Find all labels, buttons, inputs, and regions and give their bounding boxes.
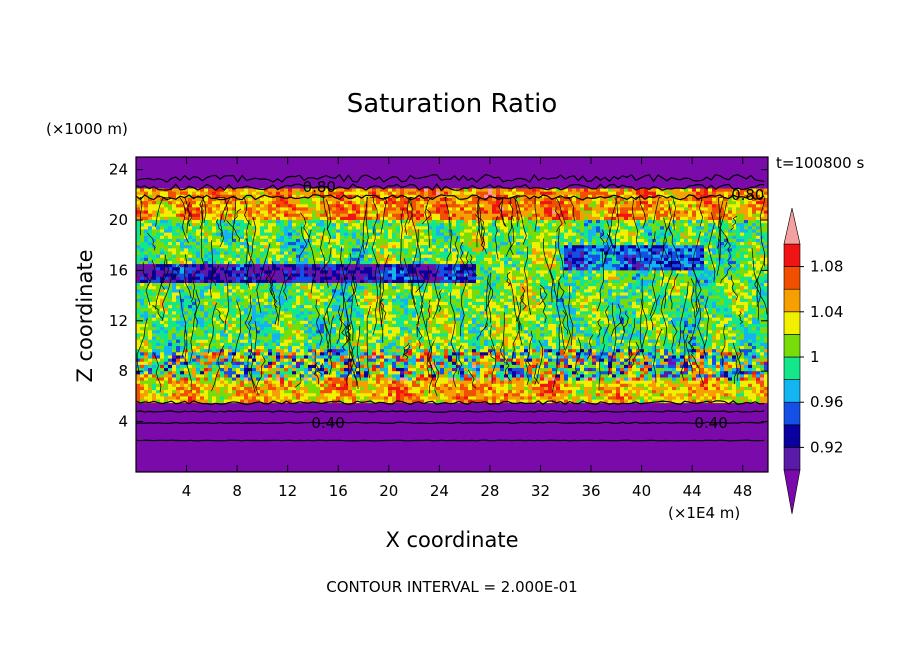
colorbar-segment — [783, 379, 801, 403]
colorbar-segment — [783, 288, 801, 313]
y-tick-label: 12 — [109, 312, 128, 330]
colorbar-tick-label: 0.96 — [810, 393, 843, 411]
colorbar-segment — [783, 401, 801, 426]
contour-label-2: 0.80 — [303, 178, 336, 196]
x-axis-title: X coordinate — [385, 528, 518, 552]
contour-labels: 0.40 0.40 0.80 0.80 — [303, 178, 765, 432]
contour-label-3: 0.80 — [731, 186, 764, 204]
y-axis: 4 8 12 16 20 24 — [109, 161, 768, 431]
x-tick-label: 44 — [683, 482, 702, 500]
colorbar-segment — [783, 311, 801, 335]
colorbar-over-triangle — [783, 207, 801, 245]
y-tick-label: 24 — [109, 161, 128, 179]
x-axis: 4 8 12 16 20 24 28 32 36 40 44 48 — [182, 157, 752, 500]
x-tick-label: 4 — [182, 482, 192, 500]
x-tick-label: 20 — [379, 482, 398, 500]
contour-label-0: 0.40 — [311, 414, 344, 432]
time-label: t=100800 s — [776, 154, 864, 172]
x-tick-label: 32 — [531, 482, 550, 500]
plot-frame — [135, 156, 769, 473]
x-tick-label: 8 — [232, 482, 242, 500]
x-tick-label: 48 — [733, 482, 752, 500]
x-tick-label: 16 — [329, 482, 348, 500]
colorbar-tick-label: 1 — [810, 348, 820, 366]
y-axis-title: Z coordinate — [73, 249, 97, 382]
x-tick-label: 24 — [430, 482, 449, 500]
contour-interval-footer: CONTOUR INTERVAL = 2.000E-01 — [326, 578, 577, 596]
x-unit-label: (×1E4 m) — [668, 504, 740, 522]
colorbar-segment — [783, 266, 801, 290]
colorbar-segment — [783, 243, 801, 267]
y-tick-label: 8 — [118, 362, 128, 380]
chart-title: Saturation Ratio — [347, 89, 558, 119]
x-tick-label: 28 — [480, 482, 499, 500]
contour-label-1: 0.40 — [694, 414, 727, 432]
y-tick-label: 4 — [118, 413, 128, 431]
contour-lines — [136, 173, 768, 442]
colorbar-segment — [783, 424, 801, 448]
colorbar: 0.92 0.96 1 1.04 1.08 — [783, 207, 843, 515]
saturation-field — [136, 157, 768, 472]
x-tick-label: 12 — [278, 482, 297, 500]
colorbar-segment — [783, 334, 801, 358]
colorbar-tick-label: 0.92 — [810, 438, 843, 456]
colorbar-under-triangle — [783, 469, 801, 515]
colorbar-tick-label: 1.08 — [810, 258, 843, 276]
y-tick-label: 16 — [109, 261, 128, 279]
y-unit-label: (×1000 m) — [46, 120, 128, 138]
colorbar-segment — [783, 447, 801, 471]
y-tick-label: 20 — [109, 211, 128, 229]
colorbar-tick-label: 1.04 — [810, 303, 843, 321]
colorbar-segment — [783, 356, 801, 380]
x-tick-label: 40 — [632, 482, 651, 500]
x-tick-label: 36 — [581, 482, 600, 500]
